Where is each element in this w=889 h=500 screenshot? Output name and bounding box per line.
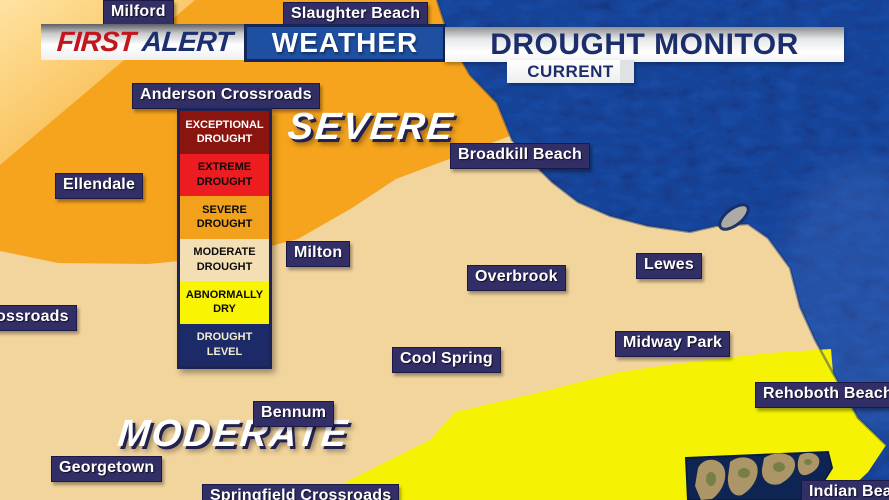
town-label-midway-park: Midway Park	[615, 331, 731, 357]
town-label-anderson-crossroads: Anderson Crossroads	[132, 83, 320, 109]
town-label-indian-beach: Indian Beach	[801, 480, 889, 500]
island-vegetation	[804, 459, 812, 465]
town-label-milton: Milton	[286, 241, 351, 267]
coastline	[435, 0, 887, 446]
drought-level-legend: EXCEPTIONAL DROUGHT EXTREME DROUGHT SEVE…	[177, 108, 272, 369]
first-alert-logo: FIRST ALERT	[41, 24, 244, 60]
cape-henlopen-spit	[718, 203, 750, 231]
current-subtitle: CURRENT	[507, 60, 634, 83]
town-label-georgetown: Georgetown	[51, 456, 163, 482]
first-alert-first-text: FIRST	[55, 26, 137, 57]
town-label-cool-spring: Cool Spring	[392, 347, 501, 373]
severe-zone-label: SEVERE	[285, 106, 457, 148]
legend-extreme-drought: EXTREME DROUGHT	[180, 153, 269, 196]
town-label-slaughter-beach: Slaughter Beach	[283, 2, 429, 28]
town-label-springfield-crossroads: Springfield Crossroads	[202, 484, 400, 500]
town-label-bennum: Bennum	[253, 401, 335, 427]
town-label-milford: Milford	[103, 0, 174, 26]
legend-title-drought-level: DROUGHT LEVEL	[180, 323, 269, 366]
town-label-rehoboth-beach: Rehoboth Beach	[755, 382, 889, 408]
first-alert-alert-text: ALERT	[140, 26, 234, 57]
town-label-crossroads-clipped: ossroads	[0, 305, 77, 331]
town-label-broadkill-beach: Broadkill Beach	[450, 143, 590, 169]
legend-exceptional-drought: EXCEPTIONAL DROUGHT	[180, 111, 269, 154]
legend-severe-drought: SEVERE DROUGHT	[180, 196, 269, 239]
drought-monitor-title: DROUGHT MONITOR	[445, 27, 844, 62]
town-label-overbrook: Overbrook	[467, 265, 566, 291]
island-vegetation	[773, 462, 785, 472]
legend-abnormally-dry: ABNORMALLY DRY	[180, 281, 269, 324]
island-vegetation	[738, 468, 750, 478]
town-label-ellendale: Ellendale	[55, 173, 144, 199]
legend-moderate-drought: MODERATE DROUGHT	[180, 238, 269, 281]
town-label-lewes: Lewes	[636, 253, 702, 279]
bay-islands-photo	[684, 450, 834, 500]
island-vegetation	[706, 472, 716, 486]
weather-banner: WEATHER	[244, 24, 446, 62]
